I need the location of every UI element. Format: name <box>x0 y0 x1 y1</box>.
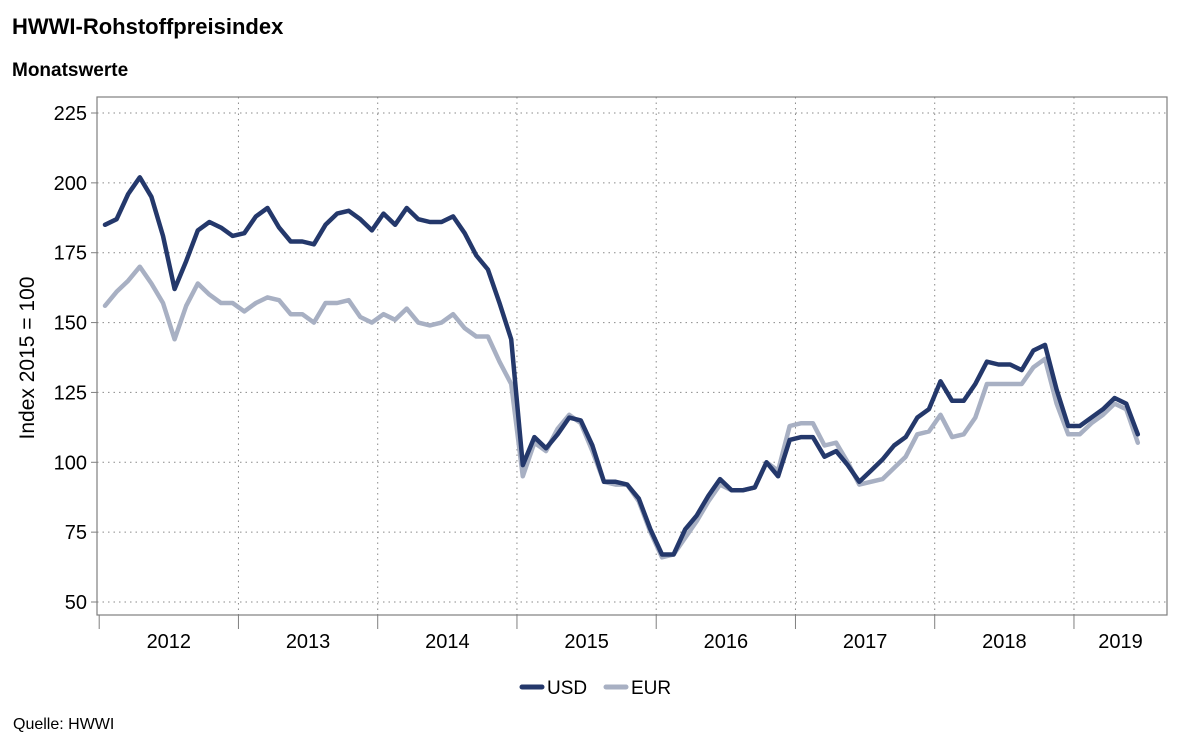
y-tick-label: 150 <box>54 313 87 335</box>
y-tick-label: 100 <box>54 452 87 474</box>
x-tick-label: 2012 <box>147 631 192 653</box>
y-axis-ticks: 50 75 100 125 150 175 200 225 <box>54 103 97 614</box>
x-tick-label: 2017 <box>843 631 888 653</box>
series-line-usd <box>102 175 1141 557</box>
x-tick-label: 2016 <box>704 631 749 653</box>
y-tick-label: 50 <box>65 592 87 614</box>
series-lines <box>102 175 1141 560</box>
x-tick-label: 2019 <box>1098 631 1143 653</box>
series-line-eur <box>102 264 1141 560</box>
chart-subtitle: Monatswerte <box>12 60 129 81</box>
y-axis-label: Index 2015 = 100 <box>16 277 39 440</box>
y-tick-label: 125 <box>54 382 87 404</box>
y-tick-label: 200 <box>54 173 87 195</box>
legend-label-usd: USD <box>547 678 587 699</box>
grid-lines <box>97 97 1167 615</box>
x-axis-ticks: 2012 2013 2014 2015 2016 2017 2018 2019 <box>98 615 1143 653</box>
y-tick-label: 75 <box>65 522 87 544</box>
x-tick-label: 2013 <box>286 631 331 653</box>
x-tick-label: 2018 <box>982 631 1027 653</box>
y-tick-label: 175 <box>54 243 87 265</box>
legend: USD EUR <box>519 678 671 699</box>
x-tick-label: 2015 <box>564 631 609 653</box>
y-tick-label: 225 <box>54 103 87 125</box>
source-note: Quelle: HWWI <box>13 716 115 733</box>
x-tick-label: 2014 <box>425 631 470 653</box>
legend-label-eur: EUR <box>631 678 671 699</box>
plot-frame <box>96 96 1168 616</box>
chart-title: HWWI-Rohstoffpreisindex <box>12 14 284 39</box>
